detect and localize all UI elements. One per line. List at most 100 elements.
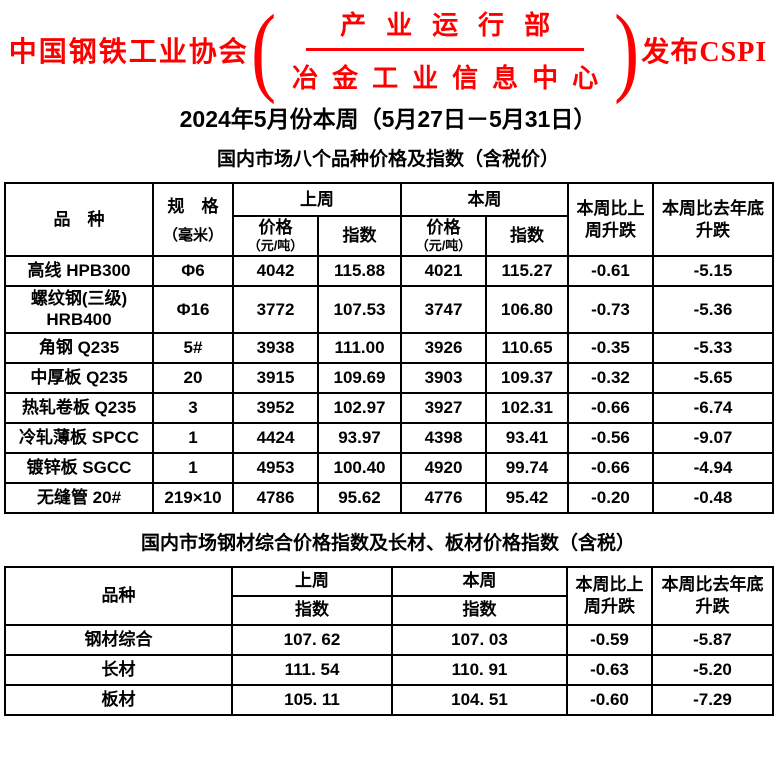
table-subheader-row: 价格 （元/吨） 指数 价格 （元/吨） 指数 <box>5 215 773 257</box>
cell-tw-index: 93.41 <box>485 421 569 454</box>
cell-tw-index: 99.74 <box>485 451 569 484</box>
cell-wow-change: -0.60 <box>566 683 653 716</box>
spec-header-line2: （毫米） <box>162 226 223 244</box>
cell-wow-change: -0.59 <box>566 623 653 656</box>
cell-wow-change: -0.66 <box>567 451 654 484</box>
cell-variety: 高线 HPB300 <box>4 255 154 287</box>
cell-ytd-change: -4.94 <box>652 451 774 484</box>
table-header-row: 品种 上周 本周 本周比上周升跌 本周比去年底升跌 <box>4 565 774 626</box>
cell-lw-index: 111. 54 <box>231 653 393 686</box>
right-parenthesis: ) <box>614 0 640 105</box>
col-header-spec: 规 格 （毫米） <box>152 182 234 257</box>
cell-variety: 冷轧薄板 SPCC <box>4 421 154 454</box>
cell-ytd-change: -5.20 <box>651 653 774 686</box>
cell-tw-price: 3747 <box>400 285 487 334</box>
cell-tw-index: 102.31 <box>485 391 569 424</box>
table-row: 中厚板 Q235 20 3915 109.69 3903 109.37 -0.3… <box>4 361 774 394</box>
cell-lw-index: 95.62 <box>317 481 402 514</box>
cell-ytd-change: -6.74 <box>652 391 774 424</box>
cell-lw-index: 107. 62 <box>231 623 393 656</box>
table-row: 热轧卷板 Q235 3 3952 102.97 3927 102.31 -0.6… <box>4 391 774 424</box>
cell-tw-index: 104. 51 <box>391 683 568 716</box>
col-header-tw-index: 指数 <box>485 215 569 257</box>
col-header-tw-index: 指数 <box>391 594 568 626</box>
cell-ytd-change: -5.33 <box>652 331 774 364</box>
cell-lw-price: 4953 <box>232 451 319 484</box>
cell-wow-change: -0.73 <box>567 285 654 334</box>
cell-lw-price: 4424 <box>232 421 319 454</box>
dept-line-top: 产业运行部 <box>306 5 585 51</box>
cell-variety: 无缝管 20# <box>4 481 154 514</box>
col-header-lw-index: 指数 <box>317 215 402 257</box>
table-row: 高线 HPB300 Φ6 4042 115.88 4021 115.27 -0.… <box>4 255 774 287</box>
table-row: 角钢 Q235 5# 3938 111.00 3926 110.65 -0.35… <box>4 331 774 364</box>
cell-tw-index: 95.42 <box>485 481 569 514</box>
left-parenthesis: ( <box>250 0 276 105</box>
cell-lw-price: 3772 <box>232 285 319 334</box>
col-header-this-week: 本周 <box>391 565 568 597</box>
cell-wow-change: -0.56 <box>567 421 654 454</box>
cell-variety: 钢材综合 <box>4 623 233 656</box>
bulletin-page: 中国钢铁工业协会 ( 产业运行部 冶金工业信息中心 ) 发布CSPI 2024年… <box>4 0 774 716</box>
spec-header-line1: 规 格 <box>167 196 219 216</box>
cell-ytd-change: -7.29 <box>651 683 774 716</box>
cell-tw-price: 4021 <box>400 255 487 287</box>
cell-ytd-change: -5.65 <box>652 361 774 394</box>
cell-lw-price: 3952 <box>232 391 319 424</box>
cell-tw-index: 110. 91 <box>391 653 568 686</box>
cell-spec: 20 <box>152 361 234 394</box>
cell-ytd-change: -0.48 <box>652 481 774 514</box>
cell-spec: 5# <box>152 331 234 364</box>
cell-tw-price: 4776 <box>400 481 487 514</box>
table-row: 无缝管 20# 219×10 4786 95.62 4776 95.42 -0.… <box>4 481 774 514</box>
cell-spec: Φ16 <box>152 285 234 334</box>
col-header-variety: 品种 <box>4 565 233 626</box>
cell-spec: 3 <box>152 391 234 424</box>
cell-lw-price: 4786 <box>232 481 319 514</box>
table-row: 板材 105. 11 104. 51 -0.60 -7.29 <box>4 683 774 716</box>
table-row: 钢材综合 107. 62 107. 03 -0.59 -5.87 <box>4 623 774 656</box>
cell-tw-price: 4398 <box>400 421 487 454</box>
cell-variety: 长材 <box>4 653 233 686</box>
col-header-wow-change: 本周比上周升跌 <box>567 182 654 257</box>
cell-lw-index: 107.53 <box>317 285 402 334</box>
cell-lw-price: 3915 <box>232 361 319 394</box>
cell-ytd-change: -9.07 <box>652 421 774 454</box>
cell-ytd-change: -5.36 <box>652 285 774 334</box>
issuer-name: 中国钢铁工业协会 <box>8 37 249 68</box>
issuer-departments: 产业运行部 冶金工业信息中心 <box>278 5 612 95</box>
cell-lw-price: 3938 <box>232 331 319 364</box>
cell-lw-index: 102.97 <box>317 391 402 424</box>
cell-lw-index: 105. 11 <box>231 683 393 716</box>
table-row: 镀锌板 SGCC 1 4953 100.40 4920 99.74 -0.66 … <box>4 451 774 484</box>
cell-lw-index: 111.00 <box>317 331 402 364</box>
dept-line-bottom: 冶金工业信息中心 <box>292 64 613 93</box>
cell-tw-price: 3926 <box>400 331 487 364</box>
cell-wow-change: -0.35 <box>567 331 654 364</box>
cell-tw-price: 3903 <box>400 361 487 394</box>
cell-tw-index: 110.65 <box>485 331 569 364</box>
cell-spec: 1 <box>152 421 234 454</box>
col-header-lw-index: 指数 <box>231 594 393 626</box>
cell-spec: Φ6 <box>152 255 234 287</box>
cell-wow-change: -0.63 <box>566 653 653 686</box>
cell-variety: 螺纹钢(三级) HRB400 <box>4 285 154 334</box>
col-header-ytd-change: 本周比去年底升跌 <box>652 182 774 257</box>
table-subheader-row: 指数 指数 <box>5 594 773 626</box>
cell-ytd-change: -5.15 <box>652 255 774 287</box>
cell-spec: 1 <box>152 451 234 484</box>
cell-lw-price: 4042 <box>232 255 319 287</box>
cell-tw-index: 109.37 <box>485 361 569 394</box>
cell-variety: 角钢 Q235 <box>4 331 154 364</box>
cell-variety: 热轧卷板 Q235 <box>4 391 154 424</box>
cell-tw-index: 115.27 <box>485 255 569 287</box>
cell-tw-price: 3927 <box>400 391 487 424</box>
cell-tw-index: 107. 03 <box>391 623 568 656</box>
cell-spec: 219×10 <box>152 481 234 514</box>
table-header-row: 品 种 规 格 （毫米） 上周 本周 本周比上周升跌 本周比去年底升跌 <box>4 182 774 257</box>
col-header-last-week: 上周 <box>231 565 393 597</box>
cell-variety: 中厚板 Q235 <box>4 361 154 394</box>
cell-ytd-change: -5.87 <box>651 623 774 656</box>
col-header-last-week: 上周 <box>232 182 402 217</box>
cell-wow-change: -0.20 <box>567 481 654 514</box>
